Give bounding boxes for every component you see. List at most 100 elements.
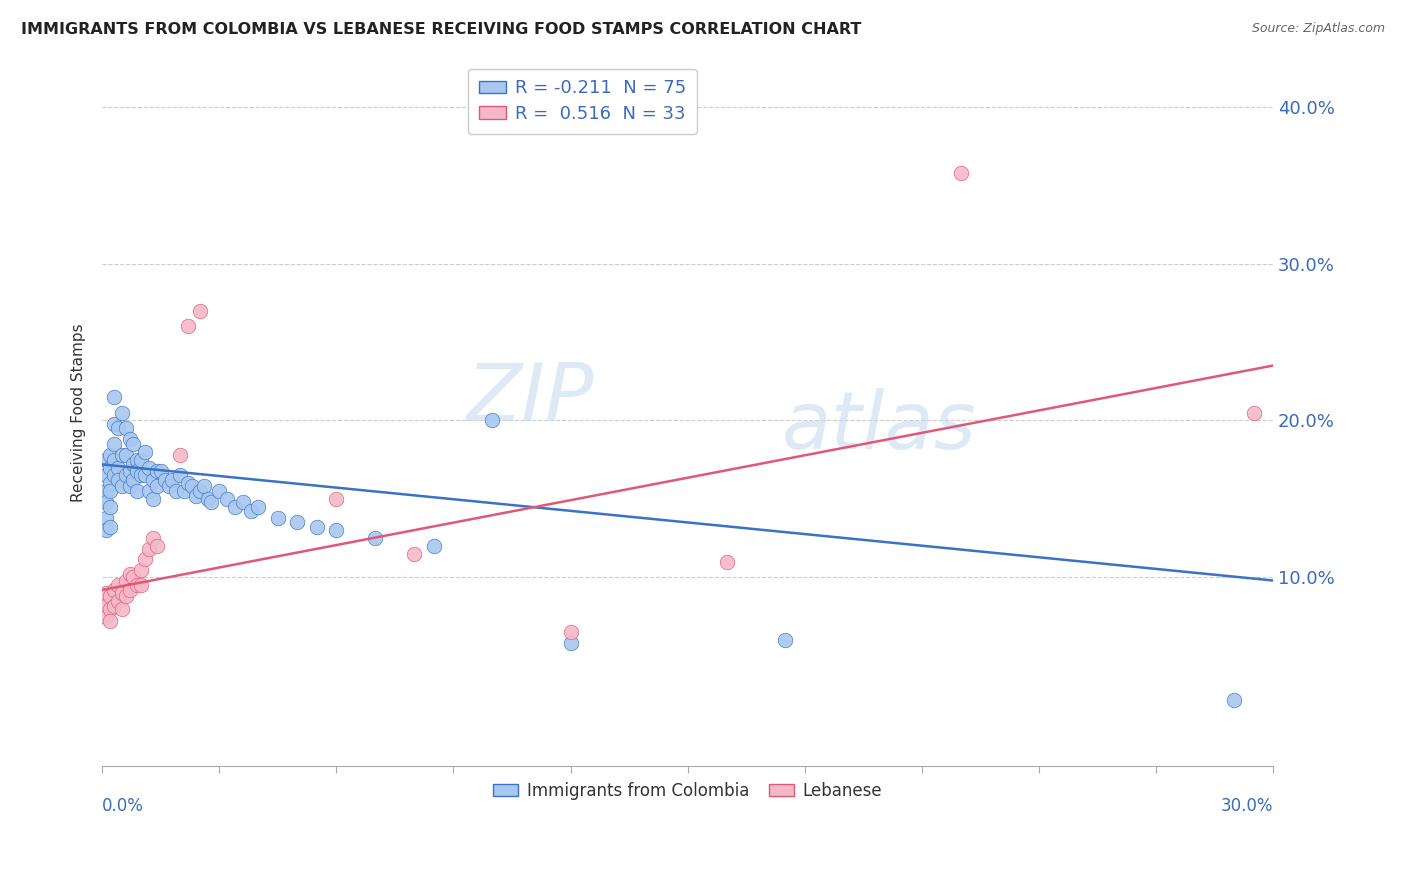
Point <box>94 468 117 483</box>
Point <box>184 489 207 503</box>
Point <box>1243 406 1265 420</box>
Point <box>142 531 165 545</box>
Point <box>122 458 145 472</box>
Point <box>165 484 187 499</box>
Point <box>118 567 141 582</box>
Point <box>118 432 141 446</box>
Point <box>129 452 152 467</box>
Point <box>142 491 165 506</box>
Point <box>239 504 262 518</box>
Text: 0.0%: 0.0% <box>103 797 143 815</box>
Point <box>122 473 145 487</box>
Point <box>364 531 387 545</box>
Point <box>94 524 117 538</box>
Point <box>773 633 796 648</box>
Point <box>481 413 503 427</box>
Point <box>305 520 328 534</box>
Point <box>127 464 149 478</box>
Point <box>114 574 136 588</box>
Point <box>200 495 222 509</box>
Point <box>138 484 160 499</box>
Point <box>94 484 117 499</box>
Point <box>103 452 125 467</box>
Point <box>103 582 125 597</box>
Point <box>949 165 972 179</box>
Point <box>129 562 152 576</box>
Point <box>560 636 582 650</box>
Point <box>114 448 136 462</box>
Point <box>118 479 141 493</box>
Point <box>111 406 134 420</box>
Point <box>138 542 160 557</box>
Text: 30.0%: 30.0% <box>1220 797 1272 815</box>
Point <box>224 500 246 514</box>
Point <box>111 479 134 493</box>
Point <box>193 479 215 493</box>
Point <box>146 464 169 478</box>
Point <box>114 421 136 435</box>
Point <box>103 437 125 451</box>
Point <box>162 473 184 487</box>
Point <box>146 479 169 493</box>
Text: atlas: atlas <box>782 388 976 466</box>
Point <box>94 452 117 467</box>
Point <box>98 589 121 603</box>
Point <box>197 491 219 506</box>
Point <box>188 303 211 318</box>
Point <box>103 468 125 483</box>
Point <box>94 510 117 524</box>
Point <box>107 594 129 608</box>
Point <box>188 484 211 499</box>
Point <box>129 468 152 483</box>
Y-axis label: Receiving Food Stamps: Receiving Food Stamps <box>72 323 86 502</box>
Point <box>98 615 121 629</box>
Point <box>103 390 125 404</box>
Point <box>107 460 129 475</box>
Point <box>423 539 446 553</box>
Point <box>153 473 176 487</box>
Point <box>98 520 121 534</box>
Text: ZIP: ZIP <box>467 359 593 437</box>
Point <box>173 484 195 499</box>
Text: Source: ZipAtlas.com: Source: ZipAtlas.com <box>1251 22 1385 36</box>
Point <box>114 589 136 603</box>
Point <box>111 448 134 462</box>
Point <box>94 586 117 600</box>
Point <box>98 476 121 491</box>
Point <box>122 570 145 584</box>
Point <box>181 479 204 493</box>
Point <box>208 484 231 499</box>
Point <box>146 539 169 553</box>
Point <box>247 500 270 514</box>
Point <box>103 599 125 613</box>
Point <box>98 500 121 514</box>
Point <box>134 468 156 483</box>
Point <box>134 445 156 459</box>
Point <box>142 473 165 487</box>
Point <box>94 599 117 613</box>
Point <box>404 547 426 561</box>
Point <box>111 601 134 615</box>
Legend: Immigrants from Colombia, Lebanese: Immigrants from Colombia, Lebanese <box>486 775 889 806</box>
Point <box>94 609 117 624</box>
Point <box>267 510 290 524</box>
Text: IMMIGRANTS FROM COLOMBIA VS LEBANESE RECEIVING FOOD STAMPS CORRELATION CHART: IMMIGRANTS FROM COLOMBIA VS LEBANESE REC… <box>21 22 862 37</box>
Point <box>114 468 136 483</box>
Point <box>169 448 191 462</box>
Point <box>169 468 191 483</box>
Point <box>217 491 239 506</box>
Point <box>1223 692 1246 706</box>
Point <box>111 586 134 600</box>
Point <box>103 417 125 431</box>
Point <box>98 448 121 462</box>
Point <box>127 452 149 467</box>
Point <box>134 551 156 566</box>
Point <box>716 555 738 569</box>
Point <box>177 476 200 491</box>
Point <box>98 484 121 499</box>
Point <box>560 625 582 640</box>
Point <box>129 578 152 592</box>
Point <box>94 495 117 509</box>
Point <box>107 578 129 592</box>
Point <box>177 319 200 334</box>
